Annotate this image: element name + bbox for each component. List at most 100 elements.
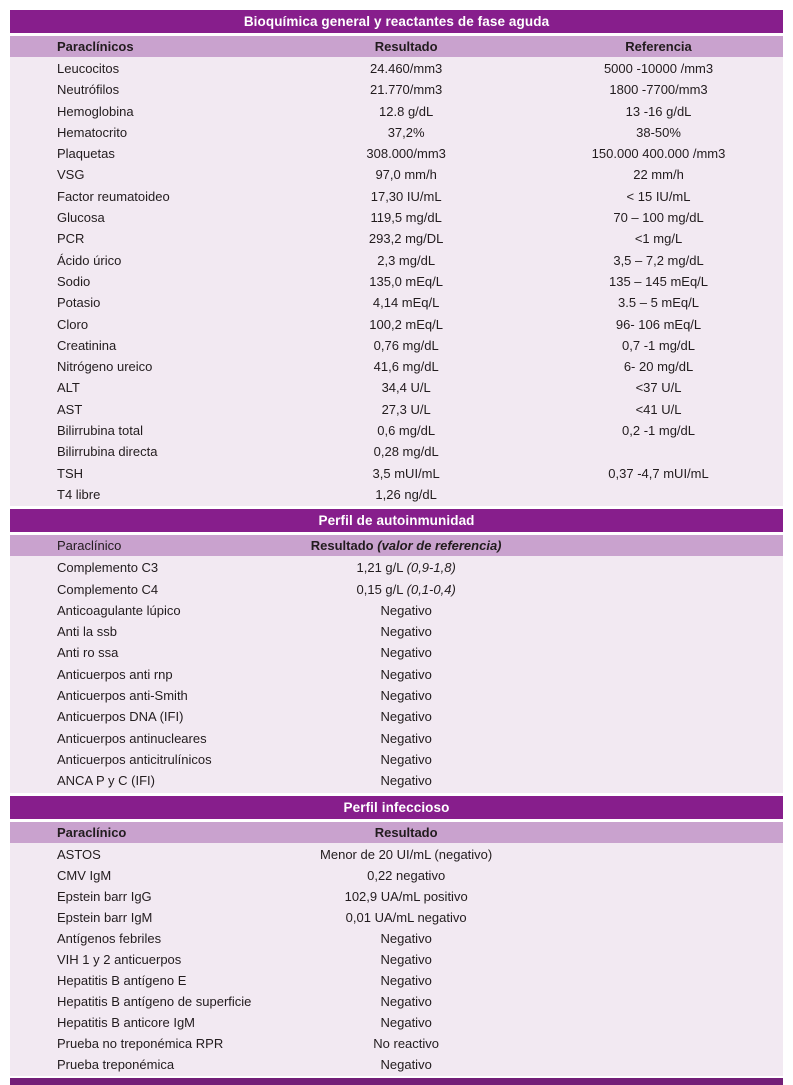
reference-value: 3.5 – 5 mEq/L — [618, 295, 699, 311]
result-value: 293,2 mg/DL — [278, 228, 534, 249]
table-row: TSH 3,5 mUI/mL 0,37 -4,7 mUI/mL — [10, 463, 783, 484]
result-text: 0,28 mg/dL — [373, 444, 439, 460]
result-value: 97,0 mm/h — [278, 164, 534, 185]
table-row: Hepatitis B antígeno E Negativo — [10, 970, 783, 991]
param-label: Complemento C4 — [57, 581, 159, 597]
reference-value: 5000 -10000 /mm3 — [603, 61, 714, 76]
reference-value: <1 mg/L — [634, 231, 683, 247]
result-value: 21.770/mm3 — [278, 79, 534, 100]
result-text: Negativo — [380, 645, 432, 661]
reference-value: 96- 106 mEq/L — [615, 316, 702, 332]
param-label: Bilirrubina directa — [57, 444, 158, 460]
table-row: Plaquetas 308.000/mm3 150.000 400.000 /mm3 — [10, 143, 783, 164]
result-text: Negativo — [380, 624, 432, 640]
param-label: Hepatitis B antígeno de superficie — [57, 993, 252, 1009]
reference-value — [534, 579, 783, 600]
param-label: Anticuerpos anti rnp — [57, 666, 173, 682]
param-label: Complemento C3 — [57, 560, 159, 576]
column-header-resultado-label: Resultado — [310, 538, 374, 554]
result-value: 34,4 U/L — [278, 377, 534, 398]
table-row: Hemoglobina 12.8 g/dL 13 -16 g/dL — [10, 101, 783, 122]
table-row: Complemento C3 1,21 g/L (0,9-1,8) — [10, 557, 783, 578]
param-label: Anticoagulante lúpico — [57, 602, 181, 618]
section-perfil-autoinmunidad: Perfil de autoinmunidad Paraclínico Resu… — [10, 509, 783, 793]
result-value: Negativo — [278, 1012, 534, 1033]
result-text: 21.770/mm3 — [370, 82, 443, 98]
table-bottom-border — [10, 1077, 783, 1085]
result-value: Negativo — [278, 1054, 534, 1075]
result-text: Negativo — [380, 930, 432, 946]
column-header-resultado: Resultado (valor de referencia) — [278, 535, 534, 556]
param-label: AST — [57, 401, 83, 417]
table-row: VIH 1 y 2 anticuerpos Negativo — [10, 949, 783, 970]
result-value: 0,15 g/L (0,1-0,4) — [278, 579, 534, 600]
table-row: VSG 97,0 mm/h 22 mm/h — [10, 164, 783, 185]
reference-value: 70 – 100 mg/dL — [613, 210, 704, 226]
reference-value: 1800 -7700/mm3 — [609, 82, 708, 98]
table-row: T4 libre 1,26 ng/dL — [10, 484, 783, 505]
result-text: 0,22 negativo — [367, 867, 446, 883]
param-label: CMV IgM — [57, 867, 112, 883]
table-row: Hematocrito 37,2% 38-50% — [10, 122, 783, 143]
result-value: Negativo — [278, 621, 534, 642]
table-row: CMV IgM 0,22 negativo — [10, 865, 783, 886]
reference-value — [534, 886, 783, 907]
reference-value — [534, 991, 783, 1012]
reference-value — [534, 749, 783, 770]
result-text: 1,21 g/L — [356, 560, 404, 576]
table-row: Anti la ssb Negativo — [10, 621, 783, 642]
column-header-row: Paraclínicos Resultado Referencia — [10, 36, 783, 57]
table-row: Cloro 100,2 mEq/L 96- 106 mEq/L — [10, 314, 783, 335]
table-row: AST 27,3 U/L <41 U/L — [10, 399, 783, 420]
param-label: Epstein barr IgM — [57, 909, 153, 925]
reference-value — [534, 1012, 783, 1033]
result-text: Negativo — [380, 751, 432, 767]
column-header-resultado: Resultado — [374, 39, 438, 54]
result-text: 4,14 mEq/L — [372, 295, 440, 311]
table-row: ALT 34,4 U/L <37 U/L — [10, 377, 783, 398]
section-title-bar: Bioquímica general y reactantes de fase … — [10, 10, 783, 33]
result-value: Menor de 20 UI/mL (negativo) — [278, 844, 534, 865]
reference-value: 3,5 – 7,2 mg/dL — [613, 252, 704, 268]
result-value: 308.000/mm3 — [278, 143, 534, 164]
table-row: Prueba treponémica Negativo — [10, 1054, 783, 1075]
table-row: Factor reumatoideo 17,30 IU/mL < 15 IU/mL — [10, 186, 783, 207]
column-header-empty — [534, 822, 783, 843]
param-label: Hepatitis B antígeno E — [57, 972, 187, 988]
param-label: Hemoglobina — [57, 103, 134, 119]
param-label: Glucosa — [57, 210, 105, 226]
reference-value — [534, 685, 783, 706]
table-row: ANCA P y C (IFI) Negativo — [10, 770, 783, 791]
result-value: 4,14 mEq/L — [278, 292, 534, 313]
section-rows: Complemento C3 1,21 g/L (0,9-1,8) Compleme… — [10, 556, 783, 793]
reference-value — [534, 621, 783, 642]
param-label: Anticuerpos DNA (IFI) — [57, 709, 184, 725]
table-row: Ácido úrico 2,3 mg/dL 3,5 – 7,2 mg/dL — [10, 250, 783, 271]
column-header-row: Paraclínico Resultado — [10, 821, 783, 843]
result-text: 102,9 UA/mL positivo — [344, 888, 468, 904]
reference-value — [534, 770, 783, 791]
reference-value: 135 – 145 mEq/L — [609, 273, 709, 289]
result-value: Negativo — [278, 770, 534, 791]
result-reference-range: (0,9-1,8) — [406, 560, 456, 576]
param-label: VIH 1 y 2 anticuerpos — [57, 951, 182, 967]
result-text: 1,26 ng/dL — [375, 486, 437, 502]
reference-value: 150.000 400.000 /mm3 — [591, 146, 726, 162]
result-text: Negativo — [380, 773, 432, 789]
result-text: Negativo — [380, 1014, 432, 1030]
result-value: Negativo — [278, 706, 534, 727]
param-label: PCR — [57, 231, 85, 247]
reference-value — [534, 865, 783, 886]
table-row: Glucosa 119,5 mg/dL 70 – 100 mg/dL — [10, 207, 783, 228]
table-row: Anticoagulante lúpico Negativo — [10, 600, 783, 621]
result-value: 119,5 mg/dL — [278, 207, 534, 228]
param-label: Anti la ssb — [57, 624, 117, 640]
param-label: Anticuerpos anticitrulínicos — [57, 751, 212, 767]
reference-value — [534, 949, 783, 970]
column-header-referencia: Referencia — [625, 39, 692, 54]
reference-value — [534, 970, 783, 991]
reference-value — [534, 1054, 783, 1075]
result-value: Negativo — [278, 728, 534, 749]
table-row: Leucocitos 24.460/mm3 5000 -10000 /mm3 — [10, 58, 783, 79]
result-value: Negativo — [278, 600, 534, 621]
